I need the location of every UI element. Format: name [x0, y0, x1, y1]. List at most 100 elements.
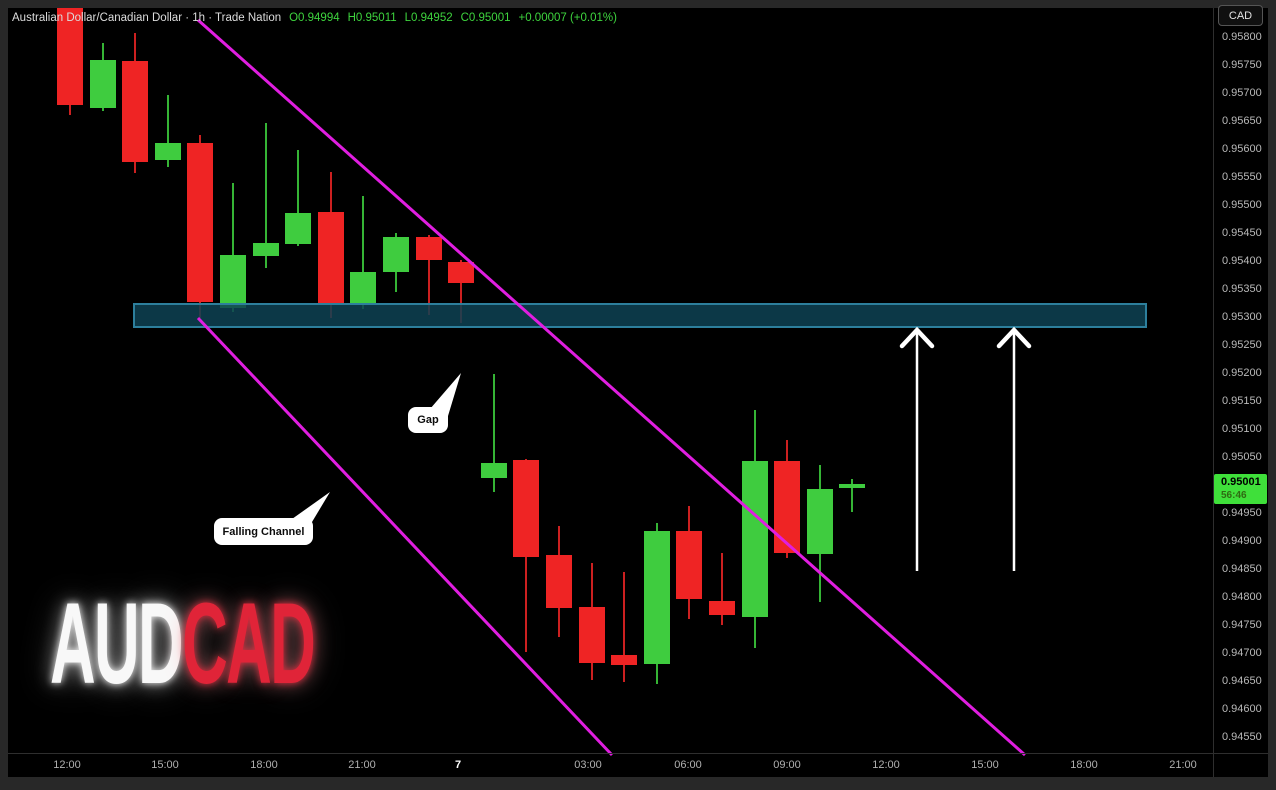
candle-wick [264, 123, 267, 269]
ohlc-open: O0.94994 [289, 12, 340, 24]
candle-body [383, 236, 409, 273]
price-tick-label: 0.94600 [1222, 703, 1262, 715]
ohlc-close: C0.95001 [460, 12, 511, 24]
candle-body [187, 142, 214, 302]
price-tick-label: 0.95150 [1222, 395, 1262, 407]
candle-wick [297, 150, 300, 246]
price-tick-label: 0.95700 [1222, 87, 1262, 99]
candle-body [480, 463, 507, 478]
candle-body [578, 606, 605, 663]
candle-body [57, 7, 83, 105]
ohlc-high: H0.95011 [347, 12, 397, 24]
time-tick-label: 18:00 [250, 759, 278, 771]
falling-channel-callout[interactable]: Falling Channel [214, 518, 313, 545]
price-axis-separator [1213, 8, 1214, 777]
candle-wick [492, 374, 495, 493]
candle-wick [427, 234, 430, 316]
gap-callout-tail [430, 373, 461, 416]
price-tick-label: 0.94750 [1222, 619, 1262, 631]
time-tick-label: 18:00 [1070, 759, 1098, 771]
candle-body [317, 212, 344, 303]
candle-body [415, 236, 442, 260]
candle-body [122, 61, 149, 162]
time-tick-label: 09:00 [773, 759, 801, 771]
window-frame-left [0, 8, 8, 777]
price-tick-label: 0.95100 [1222, 423, 1262, 435]
ohlc-change: +0.00007 (+0.01%) [518, 12, 617, 24]
candle-body [676, 530, 703, 600]
price-tick-label: 0.94550 [1222, 731, 1262, 743]
candle-wick [232, 183, 234, 312]
price-tick-label: 0.95750 [1222, 59, 1262, 71]
price-tick-label: 0.95300 [1222, 311, 1262, 323]
candle-wick [460, 260, 463, 324]
candle-wick [721, 553, 723, 625]
current-price-label: 0.95001 56:46 [1214, 474, 1267, 504]
price-tick-label: 0.95400 [1222, 255, 1262, 267]
price-tick-label: 0.95800 [1222, 31, 1262, 43]
current-price-value: 0.95001 [1221, 476, 1261, 488]
candle-body [89, 59, 116, 109]
time-tick-label: 7 [454, 759, 462, 771]
price-tick-label: 0.95250 [1222, 339, 1262, 351]
channel-lower-line[interactable] [196, 316, 614, 757]
time-tick-label: 12:00 [872, 759, 900, 771]
currency-button[interactable]: CAD [1218, 5, 1263, 26]
bar-countdown: 56:46 [1221, 490, 1247, 501]
ohlc-low: L0.94952 [404, 12, 453, 24]
time-axis-separator [8, 753, 1268, 754]
time-tick-label: 15:00 [971, 759, 999, 771]
candle-body [709, 600, 735, 615]
price-tick-label: 0.95500 [1222, 199, 1262, 211]
candle-body [611, 654, 638, 665]
time-tick-label: 21:00 [348, 759, 376, 771]
candle-body [741, 460, 768, 618]
gap-callout[interactable]: Gap [408, 407, 448, 433]
watermark-aud: AUD [50, 580, 184, 708]
up-arrow-2[interactable] [996, 326, 1032, 571]
time-tick-label: 15:00 [151, 759, 179, 771]
watermark-cad: CAD [182, 580, 316, 708]
time-tick-label: 21:00 [1169, 759, 1197, 771]
price-tick-label: 0.95650 [1222, 115, 1262, 127]
price-tick-label: 0.94900 [1222, 535, 1262, 547]
price-tick-label: 0.95050 [1222, 451, 1262, 463]
chart-legend: Australian Dollar/Canadian Dollar · 1h ·… [12, 9, 625, 27]
candle-body [839, 484, 866, 489]
candle-wick [851, 478, 854, 512]
price-tick-label: 0.94700 [1222, 647, 1262, 659]
candlestick-layer [8, 7, 1213, 753]
candle-body [252, 243, 279, 256]
candle-body [220, 254, 246, 309]
up-arrow-1[interactable] [899, 326, 935, 571]
candle-body [350, 272, 377, 305]
channel-upper-line[interactable] [197, 18, 1026, 757]
window-frame-bottom [0, 777, 1276, 790]
price-tick-label: 0.94650 [1222, 675, 1262, 687]
price-tick-label: 0.94950 [1222, 507, 1262, 519]
chart-plot-area[interactable] [8, 7, 1213, 753]
candle-wick [166, 95, 169, 167]
symbol-title[interactable]: Australian Dollar/Canadian Dollar · 1h ·… [12, 12, 282, 24]
candle-body [448, 262, 475, 283]
price-tick-label: 0.95350 [1222, 283, 1262, 295]
price-tick-label: 0.95600 [1222, 143, 1262, 155]
window-frame-top [0, 0, 1276, 8]
audcad-watermark: AUDCAD [50, 587, 316, 702]
candle-body [513, 460, 540, 558]
candle-body [806, 488, 833, 554]
time-tick-label: 12:00 [53, 759, 81, 771]
time-tick-label: 03:00 [574, 759, 602, 771]
price-tick-label: 0.95450 [1222, 227, 1262, 239]
candle-body [643, 530, 670, 664]
time-tick-label: 06:00 [674, 759, 702, 771]
price-tick-label: 0.94800 [1222, 591, 1262, 603]
candle-wick [623, 571, 626, 683]
supply-zone-rectangle[interactable] [133, 303, 1147, 329]
price-tick-label: 0.95200 [1222, 367, 1262, 379]
candle-body [154, 142, 181, 161]
